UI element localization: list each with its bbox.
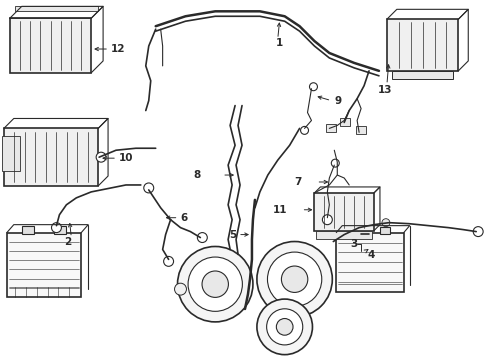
Text: 3: 3 xyxy=(350,239,357,248)
Text: 11: 11 xyxy=(273,205,288,215)
Circle shape xyxy=(382,219,390,227)
Bar xyxy=(348,227,358,234)
Bar xyxy=(317,231,372,239)
Circle shape xyxy=(276,319,293,335)
Bar xyxy=(10,18,91,73)
Circle shape xyxy=(331,159,339,167)
Text: 6: 6 xyxy=(180,213,188,223)
Circle shape xyxy=(310,83,318,91)
Bar xyxy=(15,6,98,11)
Text: 9: 9 xyxy=(334,96,342,105)
Text: 13: 13 xyxy=(378,85,392,95)
Bar xyxy=(336,233,404,292)
Circle shape xyxy=(268,252,322,306)
Text: 2: 2 xyxy=(64,237,71,247)
Circle shape xyxy=(352,219,360,227)
Bar xyxy=(4,129,98,186)
Bar xyxy=(22,226,34,234)
Bar xyxy=(315,193,374,231)
Circle shape xyxy=(197,233,207,243)
Text: 8: 8 xyxy=(193,170,200,180)
Circle shape xyxy=(174,283,187,295)
Bar xyxy=(387,19,458,71)
Circle shape xyxy=(51,223,61,233)
Text: 10: 10 xyxy=(119,153,133,163)
Text: 7: 7 xyxy=(294,177,301,187)
Text: 12: 12 xyxy=(111,44,125,54)
Bar xyxy=(356,126,366,134)
Text: 5: 5 xyxy=(229,230,236,239)
Circle shape xyxy=(267,309,303,345)
Circle shape xyxy=(257,299,313,355)
Circle shape xyxy=(300,126,309,134)
Circle shape xyxy=(164,256,173,266)
Bar xyxy=(392,71,453,79)
Circle shape xyxy=(322,215,332,225)
Circle shape xyxy=(144,183,154,193)
Text: 4: 4 xyxy=(367,251,374,260)
Bar xyxy=(7,233,81,297)
Text: 1: 1 xyxy=(276,38,283,48)
Circle shape xyxy=(202,271,228,297)
Circle shape xyxy=(177,247,253,322)
Bar xyxy=(54,226,66,234)
Circle shape xyxy=(473,227,483,237)
Bar xyxy=(380,227,390,234)
Circle shape xyxy=(188,257,243,311)
Circle shape xyxy=(281,266,308,292)
Circle shape xyxy=(257,242,332,317)
Bar xyxy=(2,136,20,171)
Bar xyxy=(340,118,350,126)
Bar xyxy=(326,125,336,132)
Circle shape xyxy=(96,152,106,162)
